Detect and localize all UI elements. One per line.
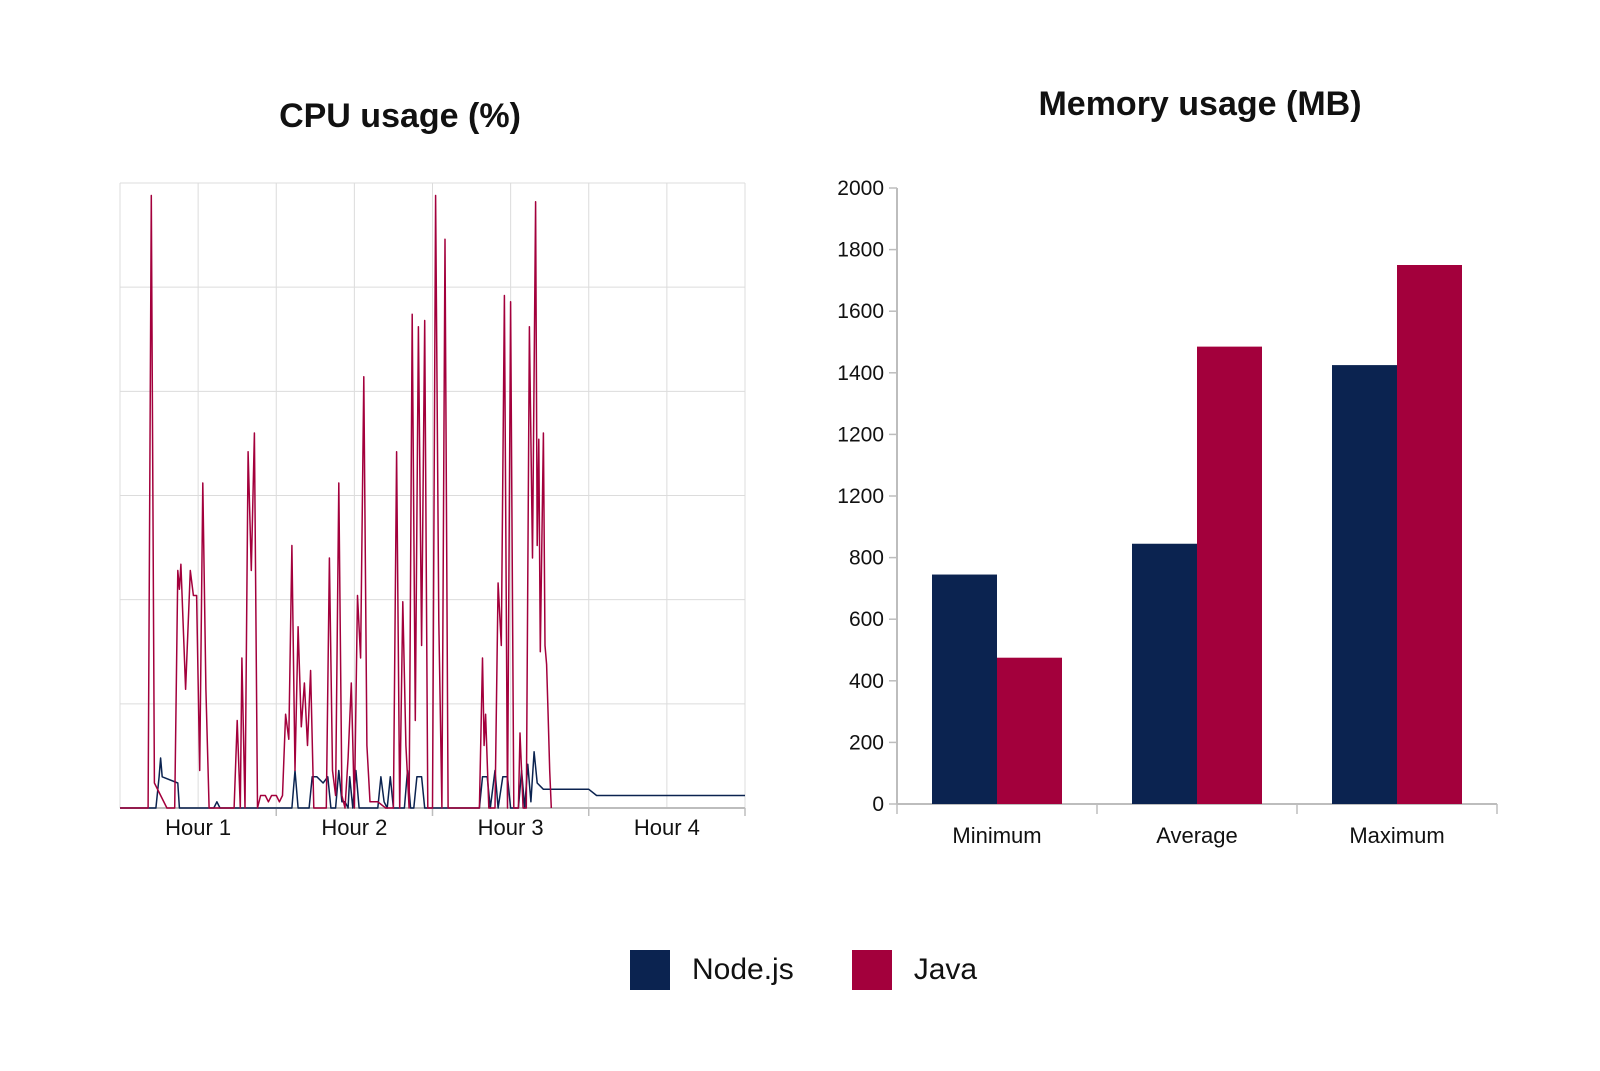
legend-label-java: Java	[913, 953, 978, 986]
legend-item-nodejs: Node.js	[630, 950, 794, 990]
legend-swatch-java	[851, 950, 892, 990]
cpu-chart-title: CPU usage (%)	[279, 97, 521, 135]
memory-y-tick-label: 800	[849, 547, 884, 570]
memory-bar-java-maximum	[1397, 265, 1462, 804]
cpu-x-tick-label: Hour 4	[634, 815, 700, 840]
cpu-x-tick-label: Hour 1	[165, 815, 231, 840]
cpu-usage-chart: Hour 1 Hour 2 Hour 3 Hour 4	[119, 182, 746, 840]
legend-item-java: Java	[851, 950, 978, 990]
cpu-series-line-java	[120, 194, 553, 809]
legend-swatch-nodejs	[630, 950, 670, 990]
legend-label-nodejs: Node.js	[692, 953, 794, 986]
memory-chart-title: Memory usage (MB)	[1038, 85, 1362, 123]
memory-bar-java-minimum	[997, 657, 1062, 804]
memory-y-tick-label: 2000	[837, 177, 884, 200]
memory-category-label: Minimum	[952, 823, 1041, 848]
memory-y-tick-label: 1400	[837, 362, 884, 385]
memory-bar-nodejs-maximum	[1332, 365, 1397, 804]
memory-bar-nodejs-minimum	[932, 574, 997, 804]
legend: Node.js Java	[630, 950, 1035, 990]
memory-y-tick-label: 1200	[837, 423, 884, 446]
memory-category-label: Maximum	[1349, 823, 1444, 848]
memory-bar-java-average	[1197, 346, 1262, 804]
memory-y-tick-label: 1600	[837, 300, 884, 323]
memory-bar-nodejs-average	[1132, 543, 1197, 804]
cpu-x-tick-label: Hour 2	[321, 815, 387, 840]
memory-y-tick-label: 200	[849, 731, 884, 754]
memory-y-tick-label: 1800	[837, 239, 884, 262]
cpu-x-tick-label: Hour 3	[478, 815, 544, 840]
memory-y-tick-label: 400	[849, 670, 884, 693]
memory-y-tick-label: 1200	[837, 485, 884, 508]
memory-y-tick-label: 0	[872, 793, 884, 816]
memory-category-label: Average	[1156, 823, 1238, 848]
cpu-series-line-nodejs	[120, 751, 745, 809]
memory-usage-chart: 0 200 400 600 800 1200 1200 1400 1600 1800 2000 Min…	[837, 177, 1498, 848]
memory-y-tick-label: 600	[849, 608, 884, 631]
